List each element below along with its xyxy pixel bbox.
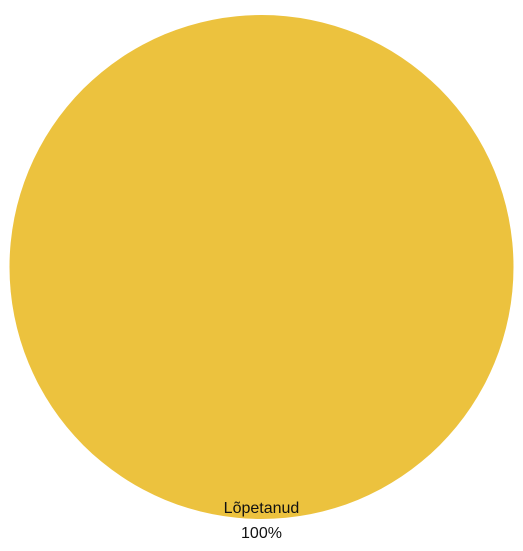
pie-slice-value-0: 100% <box>241 525 282 542</box>
pie-slice-0 <box>9 15 514 519</box>
pie-slice-label-0: Lõpetanud <box>224 500 300 517</box>
pie-slices <box>9 15 514 519</box>
pie-labels: Lõpetanud 100% <box>224 500 300 542</box>
